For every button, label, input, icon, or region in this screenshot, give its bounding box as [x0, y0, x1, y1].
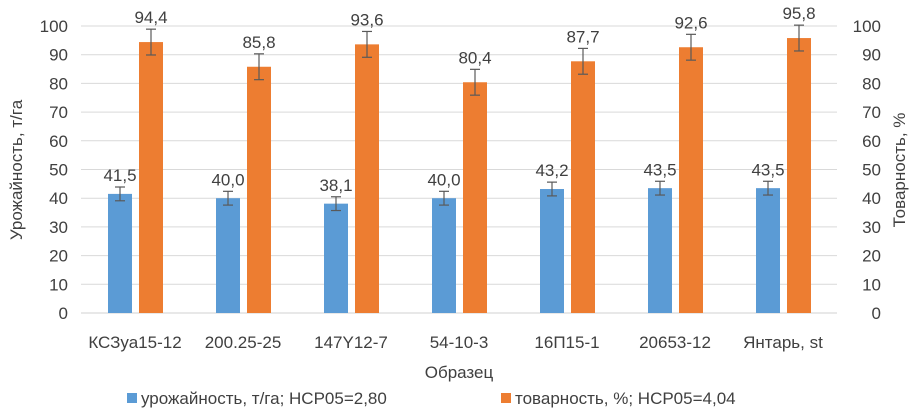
bar-yield: [756, 188, 780, 313]
data-label: 41,5: [103, 166, 136, 185]
bar-marketability: [139, 42, 163, 314]
bar-marketability: [571, 61, 595, 314]
y-tick-label: 90: [49, 46, 68, 65]
y2-tick-label: 80: [862, 74, 881, 93]
error-bar: [362, 30, 372, 58]
x-tick-label: Янтарь, st: [743, 333, 823, 352]
data-label: 40,0: [427, 170, 460, 189]
y-tick-label: 80: [49, 74, 68, 93]
legend-label: товарность, %; НСР05=4,04: [515, 389, 736, 408]
error-bar: [470, 68, 480, 96]
x-tick-label: 147Y12-7: [314, 333, 388, 352]
x-tick-label: 16П15-1: [534, 333, 599, 352]
y-tick-label: 60: [49, 132, 68, 151]
data-label: 43,2: [535, 161, 568, 180]
error-bar: [578, 47, 588, 75]
x-axis-label: Образец: [425, 363, 494, 382]
bar-yield: [540, 189, 564, 313]
x-tick-label: КСЗуа15-12: [88, 333, 181, 352]
data-label: 40,0: [211, 170, 244, 189]
data-label: 85,8: [242, 33, 275, 52]
y2-tick-label: 30: [862, 218, 881, 237]
error-bar: [146, 28, 156, 56]
legend-swatch: [501, 393, 511, 403]
legend-label: урожайность, т/га; НСР05=2,80: [141, 389, 387, 408]
data-label: 94,4: [134, 8, 167, 27]
bar-yield: [324, 203, 348, 313]
data-label: 95,8: [782, 4, 815, 23]
y2-tick-label: 50: [862, 161, 881, 180]
error-bar: [115, 186, 125, 202]
bar-marketability: [787, 38, 811, 313]
y-axis-label: Урожайность, т/га: [7, 99, 26, 240]
error-bar: [254, 53, 264, 81]
y-tick-label: 70: [49, 103, 68, 122]
y-tick-label: 0: [59, 304, 68, 323]
y2-tick-label: 40: [862, 189, 881, 208]
error-bar: [547, 181, 557, 197]
data-label: 43,5: [643, 160, 676, 179]
y2-axis-label: Товарность, %: [890, 113, 909, 228]
error-bar: [686, 33, 696, 61]
x-tick-label: 20653-12: [639, 333, 711, 352]
data-label: 93,6: [350, 10, 383, 29]
y2-tick-label: 20: [862, 247, 881, 266]
y-tick-label: 30: [49, 218, 68, 237]
y2-tick-label: 60: [862, 132, 881, 151]
legend-swatch: [127, 393, 137, 403]
error-bar: [223, 190, 233, 206]
y2-tick-label: 0: [872, 304, 881, 323]
data-label: 38,1: [319, 176, 352, 195]
y-tick-label: 100: [40, 17, 68, 36]
y2-tick-label: 100: [853, 17, 881, 36]
error-bar: [655, 180, 665, 196]
bar-yield: [216, 198, 240, 313]
x-tick-label: 200.25-25: [205, 333, 282, 352]
data-label: 80,4: [458, 48, 491, 67]
y-tick-label: 40: [49, 189, 68, 208]
y2-tick-label: 10: [862, 275, 881, 294]
data-label: 43,5: [751, 160, 784, 179]
bar-marketability: [679, 47, 703, 313]
bar-yield: [432, 198, 456, 313]
bar-marketability: [355, 44, 379, 313]
y2-tick-label: 70: [862, 103, 881, 122]
bar-yield: [648, 188, 672, 313]
data-label: 92,6: [674, 13, 707, 32]
y2-tick-label: 90: [862, 46, 881, 65]
data-label: 87,7: [566, 27, 599, 46]
error-bar: [794, 24, 804, 52]
x-tick-label: 54-10-3: [430, 333, 489, 352]
bar-marketability: [247, 66, 271, 313]
y-tick-label: 20: [49, 247, 68, 266]
error-bar: [763, 180, 773, 196]
error-bar: [439, 190, 449, 206]
y-tick-label: 50: [49, 161, 68, 180]
bar-marketability: [463, 82, 487, 313]
y-tick-label: 10: [49, 275, 68, 294]
error-bar: [331, 196, 341, 212]
bar-yield: [108, 193, 132, 313]
